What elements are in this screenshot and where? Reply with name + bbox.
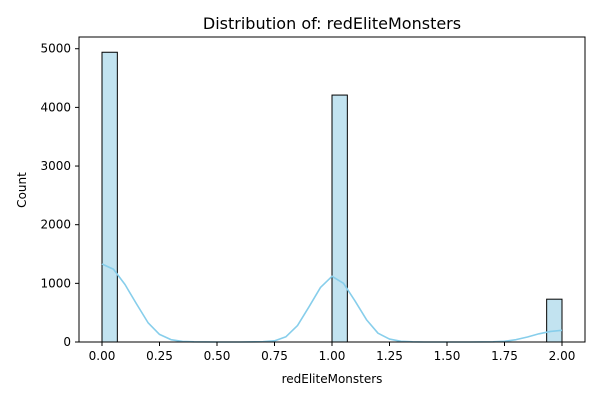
x-tick-label: 0.50 xyxy=(204,349,231,363)
y-tick-label: 3000 xyxy=(40,159,71,173)
histogram-bar xyxy=(101,51,118,343)
histogram-bar xyxy=(546,298,563,343)
y-tick-label: 0 xyxy=(63,335,71,349)
x-tick-label: 0.00 xyxy=(89,349,116,363)
y-tick-label: 5000 xyxy=(40,42,71,56)
x-tick-label: 1.75 xyxy=(491,349,518,363)
x-tick-label: 0.75 xyxy=(261,349,288,363)
x-tick-label: 2.00 xyxy=(549,349,576,363)
histogram-bar xyxy=(331,94,348,343)
y-axis-title: Count xyxy=(15,172,29,208)
axes: 0.00 0.25 0.50 0.75 1.00 1.25 1.50 1.75 2.00 0 100… xyxy=(40,36,586,363)
y-tick-label: 1000 xyxy=(40,276,71,290)
y-tick-label: 2000 xyxy=(40,218,71,232)
x-tick-label: 0.25 xyxy=(146,349,173,363)
y-tick-label: 4000 xyxy=(40,100,71,114)
x-tick-label: 1.25 xyxy=(376,349,403,363)
x-axis-title: redEliteMonsters xyxy=(282,372,383,386)
x-tick-label: 1.00 xyxy=(319,349,346,363)
x-tick-label: 1.50 xyxy=(434,349,461,363)
chart-title: Distribution of: redEliteMonsters xyxy=(203,14,461,33)
